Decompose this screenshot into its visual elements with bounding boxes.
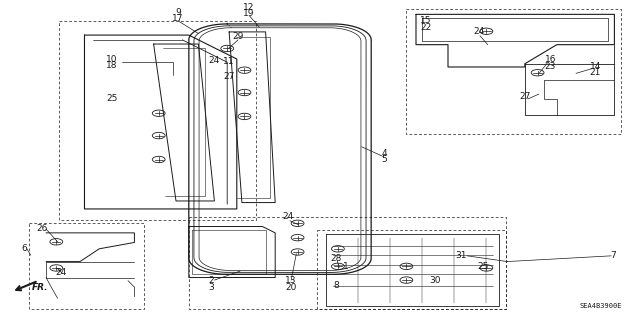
Text: 3: 3	[209, 283, 214, 292]
Text: 18: 18	[106, 61, 118, 70]
Text: 31: 31	[455, 251, 467, 260]
Text: 5: 5	[381, 155, 387, 164]
Text: 9: 9	[175, 8, 180, 17]
Text: 23: 23	[545, 62, 556, 71]
Text: 13: 13	[285, 276, 297, 285]
Text: 28: 28	[330, 254, 342, 263]
Text: 29: 29	[232, 32, 244, 41]
Text: 25: 25	[477, 262, 489, 271]
Text: 19: 19	[243, 9, 254, 18]
Text: 24: 24	[55, 268, 67, 277]
Text: 26: 26	[36, 224, 47, 233]
Text: 24: 24	[208, 56, 220, 65]
Text: 27: 27	[519, 92, 531, 101]
Text: 8: 8	[333, 281, 339, 290]
Text: 15: 15	[420, 16, 431, 25]
Text: 22: 22	[420, 23, 431, 32]
Text: 1: 1	[343, 262, 348, 271]
Text: 24: 24	[473, 27, 484, 36]
Text: 30: 30	[429, 276, 441, 285]
Text: 17: 17	[172, 14, 184, 23]
Text: SEA4B3900E: SEA4B3900E	[580, 303, 622, 309]
Text: 14: 14	[589, 62, 601, 71]
Text: 25: 25	[106, 94, 118, 103]
Text: 16: 16	[545, 56, 556, 64]
Text: 11: 11	[223, 57, 235, 66]
Text: 27: 27	[223, 72, 235, 81]
Text: 24: 24	[282, 212, 294, 221]
Text: 4: 4	[381, 149, 387, 158]
Text: 7: 7	[611, 251, 616, 260]
Text: 20: 20	[285, 283, 297, 292]
Text: 21: 21	[589, 68, 601, 77]
Text: 10: 10	[106, 55, 118, 63]
Text: 2: 2	[209, 276, 214, 285]
Text: 12: 12	[243, 3, 254, 11]
Text: 6: 6	[22, 244, 27, 253]
Text: FR.: FR.	[32, 283, 49, 292]
